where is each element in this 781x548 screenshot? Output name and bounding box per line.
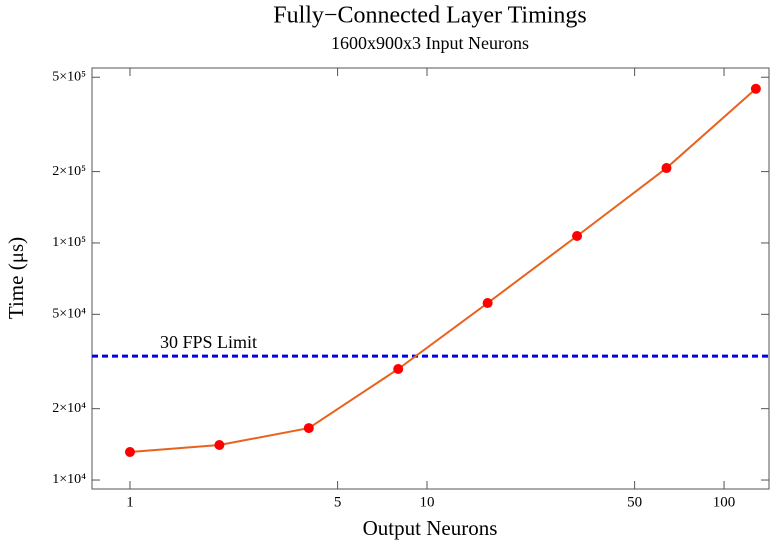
- chart-subtitle: 1600x900x3 Input Neurons: [331, 33, 529, 53]
- y-tick-label: 1×10⁴: [52, 472, 86, 487]
- x-tick-label: 10: [420, 494, 435, 510]
- data-point: [572, 230, 583, 241]
- data-point: [393, 363, 404, 374]
- data-point: [303, 423, 314, 434]
- data-point: [124, 446, 135, 457]
- x-tick-label: 50: [627, 494, 642, 510]
- data-line: [129, 88, 757, 453]
- data-point: [750, 83, 761, 94]
- y-axis-label: Time (μs): [4, 237, 28, 319]
- plot-frame: [91, 67, 770, 490]
- y-tick-label: 2×10⁴: [52, 401, 86, 416]
- chart-title: Fully−Connected Layer Timings: [273, 3, 587, 29]
- data-point: [214, 440, 225, 451]
- x-tick-label: 1: [126, 494, 134, 510]
- data-point: [661, 163, 672, 174]
- y-tick-label: 2×10⁵: [52, 164, 86, 179]
- y-tick-label: 5×10⁴: [52, 307, 86, 322]
- x-tick-label: 5: [334, 494, 342, 510]
- y-tick-label: 5×10⁵: [52, 69, 86, 84]
- x-tick-label: 100: [713, 494, 736, 510]
- x-axis-label: Output Neurons: [363, 516, 498, 540]
- data-point: [482, 298, 493, 309]
- reference-label: 30 FPS Limit: [160, 332, 257, 352]
- y-tick-label: 1×10⁵: [52, 235, 86, 250]
